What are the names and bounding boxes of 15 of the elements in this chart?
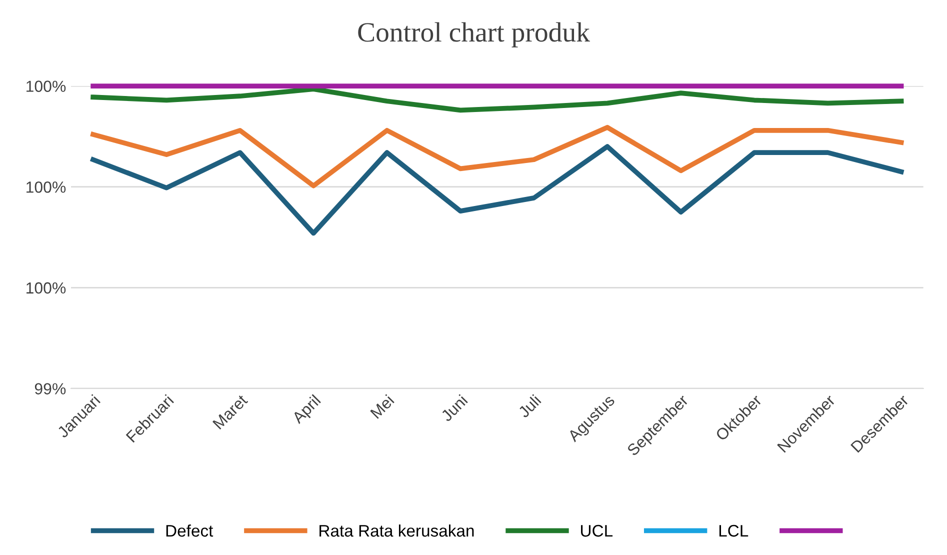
y-tick-label: 100% xyxy=(26,80,66,92)
legend-label: UCL xyxy=(581,524,613,537)
y-tick-label: 100% xyxy=(26,282,66,294)
chart-title: Control chart produk xyxy=(358,22,590,48)
line-series xyxy=(90,144,904,236)
x-tick-label: Juni xyxy=(440,394,468,422)
x-tick-label: Mei xyxy=(370,394,394,419)
line-series xyxy=(90,86,904,113)
x-tick-label: Juli xyxy=(517,394,542,418)
legend-label: LCL xyxy=(719,524,748,537)
y-tick-label: 100% xyxy=(26,181,66,193)
line-series xyxy=(90,124,904,188)
y-tick-label: 99% xyxy=(34,383,66,394)
legend-label: Rata Rata kerusakan xyxy=(320,524,474,537)
legend-label: Defect xyxy=(166,524,214,537)
